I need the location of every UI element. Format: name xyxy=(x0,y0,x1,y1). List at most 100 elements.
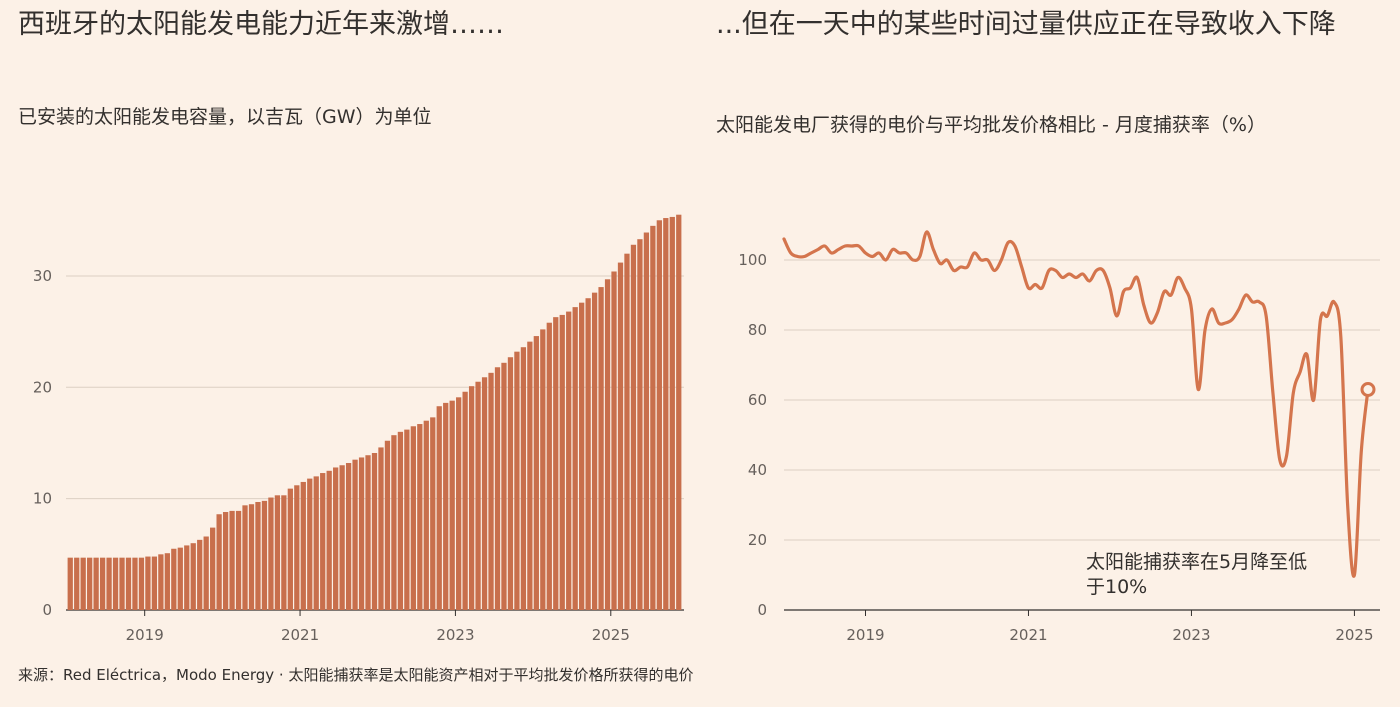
capacity-bar xyxy=(494,367,501,610)
capacity-bar xyxy=(300,481,306,610)
capacity-bar xyxy=(669,216,675,610)
capacity-bar xyxy=(475,381,481,610)
left-tick-labels: 0 10 20 30 2019 2021 2023 2025 xyxy=(33,267,630,644)
left-y-tick-label: 20 xyxy=(33,378,52,396)
capacity-bar xyxy=(533,336,539,610)
capacity-bar xyxy=(417,424,423,610)
capacity-bar xyxy=(216,514,222,610)
capacity-bar xyxy=(443,402,449,610)
capacity-bar xyxy=(559,314,565,610)
capacity-bar xyxy=(339,465,345,610)
capacity-bar xyxy=(378,447,384,610)
capture-rate-line-group xyxy=(782,230,1376,578)
capacity-bar xyxy=(501,362,507,610)
left-x-tick-label: 2019 xyxy=(126,626,164,644)
capacity-bar xyxy=(423,420,429,610)
left-y-tick-label: 10 xyxy=(33,490,52,508)
right-x-tick-label: 2021 xyxy=(1009,626,1047,644)
capacity-bar xyxy=(345,463,352,610)
capacity-bar xyxy=(80,557,86,610)
capacity-bar xyxy=(371,452,378,610)
capacity-bar xyxy=(87,557,93,610)
capacity-bar xyxy=(333,467,339,610)
right-y-tick-label: 80 xyxy=(748,321,767,339)
capacity-bar xyxy=(248,504,255,610)
capacity-bar xyxy=(326,470,332,610)
capacity-bar xyxy=(184,545,190,610)
capacity-bar xyxy=(313,476,319,610)
capacity-bar xyxy=(410,426,416,610)
right-x-tick-label: 2025 xyxy=(1335,626,1373,644)
capacity-bar xyxy=(514,351,520,610)
capacity-bar xyxy=(281,495,287,610)
right-y-tick-label: 40 xyxy=(748,461,767,479)
capacity-bar xyxy=(74,557,80,610)
capacity-bar xyxy=(520,347,527,610)
capture-rate-annotation: 太阳能捕获率在5月降至低于10% xyxy=(1086,551,1307,598)
capacity-bar xyxy=(507,357,514,610)
capacity-bar xyxy=(663,218,669,610)
capacity-bar xyxy=(222,512,229,610)
capacity-bar xyxy=(125,557,132,610)
capacity-bar xyxy=(546,322,552,610)
capacity-bar xyxy=(106,557,112,610)
capacity-bar xyxy=(643,232,650,610)
left-chart-title: 西班牙的太阳能发电能力近年来激增…… xyxy=(18,9,504,40)
capacity-bar xyxy=(210,527,216,610)
capacity-bar xyxy=(119,557,125,610)
right-y-tick-label: 20 xyxy=(748,531,767,549)
capacity-bar xyxy=(294,485,300,610)
annotation-group: 太阳能捕获率在5月降至低于10% xyxy=(1086,551,1307,598)
capacity-bar xyxy=(151,556,158,610)
capacity-bar xyxy=(287,488,293,610)
capacity-bar xyxy=(598,287,604,610)
capacity-bar xyxy=(197,539,203,610)
capacity-bar xyxy=(132,557,138,610)
capacity-bar xyxy=(358,457,365,610)
capacity-bar xyxy=(579,302,585,610)
capacity-bar xyxy=(235,510,242,610)
capacity-bar xyxy=(617,262,624,610)
capacity-bar xyxy=(650,225,656,610)
capacity-bar xyxy=(365,455,371,610)
capacity-bar xyxy=(268,497,274,610)
capacity-bar xyxy=(488,372,494,610)
capture-rate-line-chart: 0 20 40 60 80 100 2019 2021 2023 2025 太阳能捕获率在5月降至… xyxy=(738,230,1380,644)
right-x-tick-label: 2023 xyxy=(1172,626,1210,644)
capacity-bar xyxy=(676,214,682,610)
capacity-bars xyxy=(67,214,682,611)
capacity-bar xyxy=(656,220,662,610)
capacity-bar xyxy=(203,536,209,610)
capacity-bar xyxy=(591,292,598,610)
capacity-bar xyxy=(397,431,404,610)
right-x-tick-label: 2019 xyxy=(846,626,884,644)
left-x-tick-label: 2021 xyxy=(281,626,319,644)
capacity-bar xyxy=(384,440,391,610)
capacity-bar xyxy=(540,329,546,610)
capacity-bar xyxy=(171,548,177,610)
capacity-bar xyxy=(637,239,643,610)
capture-rate-line xyxy=(782,230,1370,578)
capacity-bar xyxy=(320,473,326,610)
capacity-bar xyxy=(404,429,410,610)
capacity-bar xyxy=(242,505,248,610)
capacity-bar xyxy=(229,510,235,610)
capacity-bar xyxy=(145,556,151,610)
capacity-bar xyxy=(430,417,436,610)
capacity-bar xyxy=(585,298,591,610)
left-x-tick-label: 2025 xyxy=(592,626,630,644)
capacity-bar xyxy=(553,317,559,610)
capacity-bar xyxy=(138,557,145,610)
right-gridlines xyxy=(784,259,1380,611)
solar-capacity-bar-chart: 0 10 20 30 2019 2021 2023 2025 xyxy=(33,214,684,644)
capacity-bar xyxy=(630,244,637,610)
latest-value-marker xyxy=(1360,382,1376,397)
source-footnote: 来源：Red Eléctrica，Modo Energy · 太阳能捕获率是太阳… xyxy=(18,666,694,684)
capacity-bar xyxy=(112,557,119,610)
capacity-bar xyxy=(164,553,170,610)
capacity-bar xyxy=(67,557,73,610)
right-y-tick-label: 60 xyxy=(748,391,767,409)
capacity-bar xyxy=(527,341,533,610)
left-chart-subtitle: 已安装的太阳能发电容量，以吉瓦（GW）为单位 xyxy=(18,106,432,128)
right-chart-subtitle: 太阳能发电厂获得的电价与平均批发价格相比 - 月度捕获率（%） xyxy=(716,114,1266,136)
